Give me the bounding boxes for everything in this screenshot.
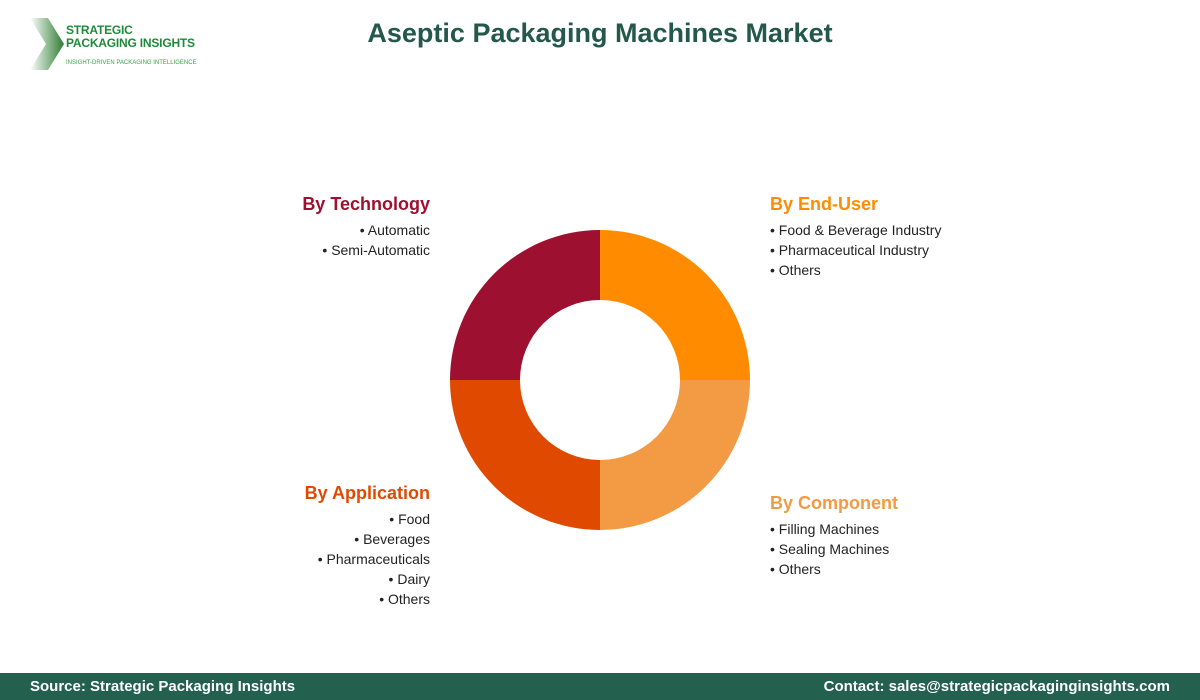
list-item: • Filling Machines	[770, 519, 889, 539]
list-item-label: Others	[778, 262, 821, 278]
logo-tagline: INSIGHT-DRIVEN PACKAGING INTELLIGENCE	[66, 60, 197, 66]
list-item: • Food & Beverage Industry	[770, 220, 941, 240]
segment-title-application: By Application	[304, 483, 430, 503]
bullet-icon: •	[359, 222, 368, 238]
bullet-icon: •	[770, 222, 779, 238]
bullet-icon: •	[770, 521, 779, 537]
list-item-label: Pharmaceutical Industry	[778, 242, 929, 258]
footer-contact[interactable]: Contact: sales@strategicpackaginginsight…	[823, 678, 1170, 695]
logo: STRATEGIC PACKAGING INSIGHTS INSIGHT-DRIV…	[30, 18, 200, 73]
list-item-label: Others	[387, 591, 430, 607]
list-item: • Others	[770, 559, 889, 579]
list-item: • Pharmaceuticals	[318, 549, 430, 569]
footer: Source: Strategic Packaging Insights Con…	[0, 673, 1200, 700]
list-item-label: Food & Beverage Industry	[778, 222, 942, 238]
segment-list-technology: • Automatic • Semi-Automatic	[322, 220, 430, 260]
list-item-label: Dairy	[397, 571, 430, 587]
list-item: • Others	[318, 589, 430, 609]
list-item: • Food	[318, 509, 430, 529]
bullet-icon: •	[388, 571, 398, 587]
logo-line1: STRATEGIC	[66, 23, 133, 37]
bullet-icon: •	[389, 511, 399, 527]
list-item-label: Sealing Machines	[778, 541, 890, 557]
donut-segment-end-user	[600, 230, 750, 380]
segment-list-end-user: • Food & Beverage Industry • Pharmaceutic…	[770, 220, 941, 280]
bullet-icon: •	[770, 242, 779, 258]
segment-title-technology: By Technology	[302, 194, 430, 214]
bullet-icon: •	[770, 262, 779, 278]
bullet-icon: •	[354, 531, 364, 547]
bullet-icon: •	[770, 541, 779, 557]
footer-source: Source: Strategic Packaging Insights	[30, 678, 296, 695]
bullet-icon: •	[770, 561, 779, 577]
list-item: • Beverages	[318, 529, 430, 549]
page-title: Aseptic Packaging Machines Market	[367, 18, 833, 48]
donut-segment-application	[450, 380, 600, 530]
list-item: • Sealing Machines	[770, 539, 889, 559]
bullet-icon: •	[317, 551, 327, 567]
list-item: • Pharmaceutical Industry	[770, 240, 941, 260]
donut-segment-technology	[450, 230, 600, 380]
list-item: • Semi-Automatic	[322, 240, 430, 260]
logo-line2: PACKAGING INSIGHTS	[66, 36, 195, 50]
segment-title-end-user: By End-User	[770, 194, 879, 214]
list-item-label: Semi-Automatic	[331, 242, 430, 258]
segment-title-component: By Component	[770, 493, 898, 513]
list-item-label: Filling Machines	[778, 521, 880, 537]
list-item: • Automatic	[322, 220, 430, 240]
segment-list-application: • Food • Beverages • Pharmaceuticals • Dair…	[318, 509, 430, 609]
list-item-label: Automatic	[367, 222, 430, 238]
logo-chevron-icon	[30, 18, 64, 70]
bullet-icon: •	[379, 591, 388, 607]
list-item: • Dairy	[318, 569, 430, 589]
bullet-icon: •	[322, 242, 332, 258]
list-item-label: Others	[778, 561, 821, 577]
list-item: • Others	[770, 260, 941, 280]
list-item-label: Beverages	[363, 531, 430, 547]
donut-segment-component	[600, 380, 750, 530]
list-item-label: Pharmaceuticals	[326, 551, 431, 567]
segment-list-component: • Filling Machines • Sealing Machines • Ot…	[770, 519, 889, 579]
list-item-label: Food	[398, 511, 430, 527]
